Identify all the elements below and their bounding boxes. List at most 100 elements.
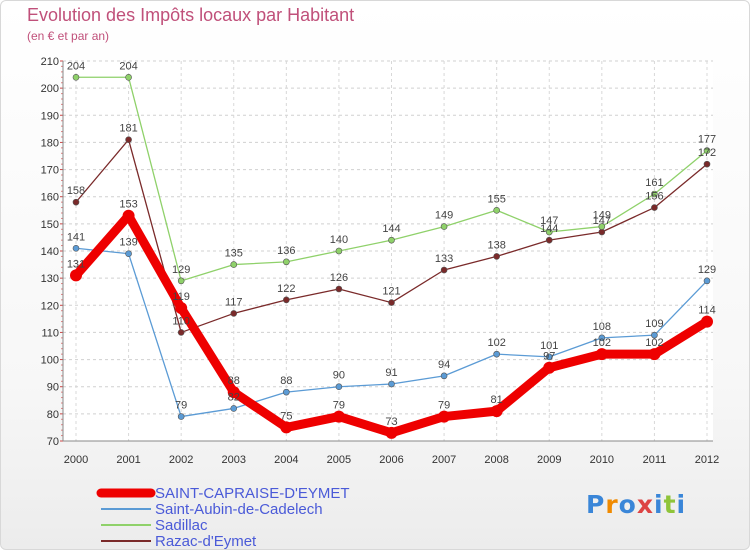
data-label: 140 bbox=[330, 234, 348, 246]
x-tick-label: 2000 bbox=[64, 454, 88, 466]
x-tick-label: 2011 bbox=[643, 454, 667, 466]
data-point bbox=[335, 247, 343, 255]
y-tick-label: 210 bbox=[41, 56, 59, 68]
data-label: 91 bbox=[385, 367, 397, 379]
y-tick-label: 200 bbox=[41, 83, 59, 95]
data-label: 136 bbox=[277, 245, 295, 257]
data-label: 88 bbox=[228, 375, 240, 387]
data-point bbox=[545, 228, 553, 236]
x-tick-label: 2006 bbox=[379, 454, 403, 466]
data-point bbox=[122, 209, 135, 222]
data-label: 119 bbox=[172, 291, 190, 303]
y-tick-label: 90 bbox=[47, 382, 59, 394]
data-label: 135 bbox=[225, 248, 243, 260]
data-label: 117 bbox=[225, 296, 243, 308]
logo-letter: r bbox=[605, 490, 619, 519]
data-point bbox=[72, 198, 80, 206]
y-tick-label: 100 bbox=[41, 355, 59, 367]
data-label: 204 bbox=[119, 60, 137, 72]
data-label: 126 bbox=[330, 272, 348, 284]
data-label: 79 bbox=[175, 400, 187, 412]
data-point bbox=[335, 285, 343, 293]
data-point bbox=[598, 334, 606, 342]
y-tick-label: 140 bbox=[41, 246, 59, 258]
x-tick-label: 2003 bbox=[222, 454, 246, 466]
y-tick-label: 120 bbox=[41, 300, 59, 312]
legend-label: Saint-Aubin-de-Cadelech bbox=[155, 501, 323, 518]
data-point bbox=[177, 277, 185, 285]
data-point bbox=[440, 372, 448, 380]
data-point bbox=[280, 421, 293, 434]
x-tick-label: 2002 bbox=[169, 454, 193, 466]
x-tick-label: 2001 bbox=[116, 454, 140, 466]
data-label: 108 bbox=[593, 321, 611, 333]
data-point bbox=[701, 315, 713, 328]
data-label: 141 bbox=[67, 231, 85, 243]
data-point bbox=[230, 261, 238, 268]
x-tick-label: 2009 bbox=[537, 454, 561, 466]
data-point bbox=[651, 190, 658, 198]
logo-letter: x bbox=[636, 490, 654, 519]
data-label: 177 bbox=[698, 134, 716, 146]
data-label: 122 bbox=[277, 283, 295, 295]
y-tick-label: 70 bbox=[47, 436, 59, 448]
data-label: 79 bbox=[333, 400, 345, 412]
data-label: 156 bbox=[645, 191, 663, 203]
data-label: 88 bbox=[280, 375, 292, 387]
data-point bbox=[543, 361, 556, 374]
legend-label: Sadillac bbox=[155, 517, 208, 534]
data-point bbox=[177, 413, 185, 420]
data-point bbox=[230, 310, 238, 317]
data-point bbox=[493, 253, 500, 260]
data-point bbox=[493, 350, 500, 358]
data-point bbox=[493, 206, 500, 214]
data-label: 172 bbox=[698, 147, 716, 159]
y-tick-label: 160 bbox=[41, 192, 59, 204]
data-label: 147 bbox=[593, 215, 611, 227]
data-label: 97 bbox=[543, 351, 555, 363]
data-label: 139 bbox=[119, 237, 137, 249]
chart-subtitle: (en € et par an) bbox=[27, 29, 110, 43]
data-label: 181 bbox=[119, 123, 137, 135]
data-label: 114 bbox=[698, 305, 716, 317]
data-label: 161 bbox=[645, 177, 663, 189]
x-tick-label: 2007 bbox=[432, 454, 456, 466]
data-label: 138 bbox=[487, 239, 505, 251]
data-label: 144 bbox=[540, 223, 558, 235]
data-label: 131 bbox=[67, 258, 85, 270]
logo-letter: i bbox=[676, 490, 687, 519]
data-point bbox=[651, 331, 658, 339]
data-label: 155 bbox=[487, 193, 505, 205]
data-point bbox=[388, 236, 395, 244]
logo-letter: P bbox=[586, 490, 606, 519]
y-tick-label: 190 bbox=[41, 110, 59, 122]
y-tick-label: 170 bbox=[41, 165, 59, 177]
data-label: 129 bbox=[172, 264, 190, 276]
x-tick-label: 2012 bbox=[695, 454, 719, 466]
data-point bbox=[125, 136, 132, 144]
data-point bbox=[703, 160, 711, 168]
data-label: 81 bbox=[491, 394, 503, 406]
data-label: 79 bbox=[438, 400, 450, 412]
data-label: 102 bbox=[487, 337, 505, 349]
data-point bbox=[703, 277, 711, 285]
logo-letter: t bbox=[663, 490, 677, 519]
data-label: 158 bbox=[67, 185, 85, 197]
data-label: 149 bbox=[593, 210, 611, 222]
legend-label: Razac-d'Eymet bbox=[155, 533, 257, 550]
data-label: 101 bbox=[540, 340, 558, 352]
legend-label: SAINT-CAPRAISE-D'EYMET bbox=[155, 485, 350, 502]
data-point bbox=[598, 223, 606, 230]
data-label: 153 bbox=[119, 199, 137, 211]
data-point bbox=[648, 348, 661, 361]
data-point bbox=[125, 250, 132, 258]
data-point bbox=[490, 405, 503, 418]
data-point bbox=[335, 383, 343, 391]
data-point bbox=[440, 266, 448, 274]
data-label: 110 bbox=[172, 315, 190, 327]
x-tick-label: 2010 bbox=[590, 454, 614, 466]
data-point bbox=[72, 244, 80, 252]
data-point bbox=[703, 147, 711, 154]
data-point bbox=[72, 73, 80, 81]
